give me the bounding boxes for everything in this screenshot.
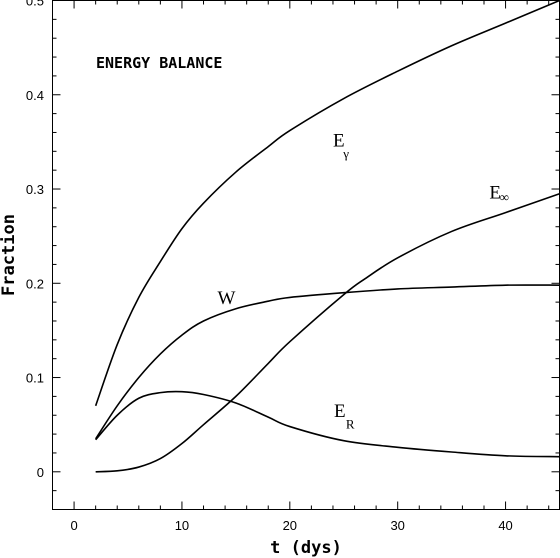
series-labels: EγE∞WER: [218, 131, 509, 432]
series-e-gamma-line: [94, 0, 560, 407]
x-tick-label: 10: [175, 518, 189, 533]
y-tick-label: 0.5: [26, 0, 44, 9]
x-tick-label: 30: [390, 518, 404, 533]
y-tick-label: 0.4: [26, 88, 44, 103]
series-lines: [94, 0, 560, 473]
series-e-gamma-label: E: [333, 131, 345, 152]
x-axis-title: t (dys): [270, 538, 342, 558]
tick-labels: 0 10 20 30 40 0 0.1 0.2 0.3 0.4 0.5: [26, 0, 513, 533]
series-e-gamma-label-subscript: γ: [342, 146, 349, 161]
x-tick-label: 40: [498, 518, 512, 533]
series-w-line: [94, 284, 560, 440]
y-tick-label: 0.1: [26, 371, 44, 386]
series-w-label: W: [218, 288, 236, 309]
y-tick-label: 0: [37, 465, 44, 480]
y-tick-label: 0.2: [26, 276, 44, 291]
tick-marks: [52, 0, 560, 510]
series-e-infinity-label: E: [489, 182, 501, 203]
series-e-infinity-line: [95, 192, 560, 473]
series-e-infinity-label-subscript: ∞: [500, 189, 509, 204]
chart-title: ENERGY BALANCE: [96, 54, 222, 72]
series-e-r-line: [95, 390, 560, 458]
series-e-r-label: E: [334, 401, 346, 422]
y-axis-title: Fraction: [0, 214, 19, 296]
x-tick-label: 20: [283, 518, 297, 533]
x-tick-label: 0: [70, 518, 77, 533]
series-e-r-label-subscript: R: [346, 416, 355, 431]
y-tick-label: 0.3: [26, 182, 44, 197]
plot-frame: [52, 0, 560, 510]
